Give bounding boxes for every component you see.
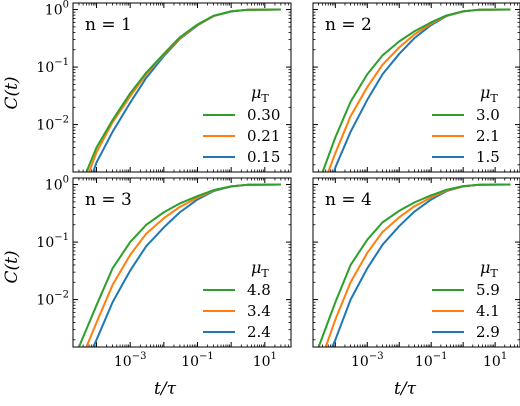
legend-entry: 3.4: [247, 302, 271, 320]
legend: μT3.0 2.1 1.5: [432, 83, 500, 166]
legend: μT5.9 4.1 2.9: [432, 258, 500, 341]
y-axis-label-top: C(t): [2, 76, 22, 109]
series-group: [85, 8, 281, 172]
panel-label: n = 4: [325, 190, 372, 210]
y-tick-label: 10−1: [36, 57, 69, 76]
panel-2: n = 2 μT3.0 2.1 1.5: [312, 2, 520, 173]
legend-entry: 0.21: [247, 127, 280, 145]
x-tick-label: 10−3: [351, 351, 384, 370]
x-tick-label: 101: [253, 351, 277, 370]
x-tick-label: 10−3: [114, 351, 147, 370]
y-axis-label-bottom: C(t): [2, 250, 22, 283]
legend-title: μT: [480, 83, 498, 105]
panel-label: n = 1: [85, 15, 132, 35]
legend-entry: 2.9: [476, 323, 500, 341]
axes-frame: [72, 2, 292, 173]
legend-entry: 1.5: [476, 148, 500, 166]
y-tick-label: 10−1: [36, 232, 69, 251]
legend: μT0.30 0.21 0.15: [203, 83, 280, 166]
y-tick-label: 10−2: [36, 290, 69, 309]
legend-title: μT: [480, 258, 498, 280]
panel-label: n = 3: [85, 190, 132, 210]
legend-title: μT: [251, 258, 269, 280]
legend-entry: 4.1: [476, 302, 500, 320]
legend-entry: 5.9: [476, 281, 500, 299]
legend-entry: 0.15: [247, 148, 280, 166]
series-line-3.0: [321, 8, 511, 172]
series-line-0.30: [85, 8, 281, 172]
legend-entry: 0.30: [247, 106, 280, 124]
axes-frame: [312, 177, 520, 348]
x-axis-label-right: t/τ: [394, 379, 417, 399]
panel-label: n = 2: [325, 15, 372, 35]
panel-3: 100 10−1 10−2 10−3 10−1 101 n = 3 μT4.8 3.4 2.4: [36, 175, 292, 370]
legend-entry: 2.1: [476, 127, 500, 145]
legend-entry: 3.0: [476, 106, 500, 124]
series-group: [321, 8, 511, 172]
series-group: [317, 183, 511, 347]
panel-4: 10−3 10−1 101 n = 4 μT5.9 4.1 2.9: [312, 177, 520, 370]
y-tick-label: 10−2: [36, 115, 69, 134]
series-line-4.8: [78, 183, 281, 347]
y-tick-label: 100: [45, 0, 69, 19]
x-tick-label: 10−1: [181, 351, 214, 370]
x-axis-label-left: t/τ: [154, 379, 177, 399]
series-line-5.9: [317, 183, 511, 347]
axes-frame: [72, 177, 292, 348]
legend-entry: 2.4: [247, 323, 271, 341]
y-tick-label: 100: [45, 175, 69, 194]
axes-frame: [312, 2, 520, 173]
series-group: [78, 183, 281, 347]
x-tick-label: 10−1: [415, 351, 448, 370]
panel-1: 100 10−1 10−2 n = 1 μT0.30 0.21 0.15: [36, 0, 292, 173]
legend-entry: 4.8: [247, 281, 271, 299]
legend-title: μT: [251, 83, 269, 105]
x-tick-label: 101: [483, 351, 507, 370]
legend: μT4.8 3.4 2.4: [203, 258, 271, 341]
